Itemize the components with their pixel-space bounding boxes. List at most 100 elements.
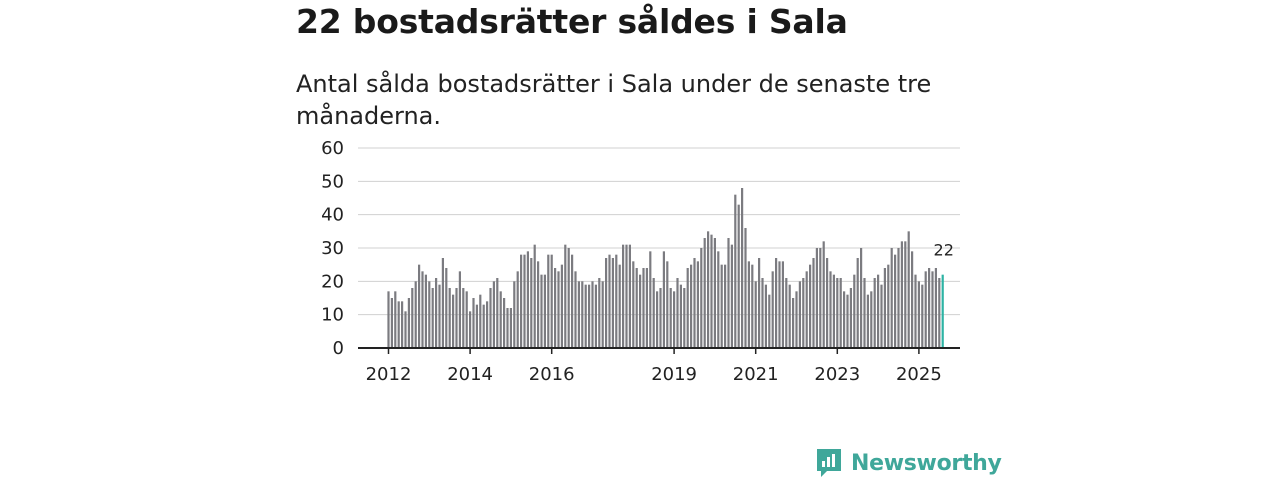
bar: [690, 264, 693, 348]
bar: [890, 248, 893, 348]
bar: [526, 251, 529, 348]
x-tick-label: 2012: [366, 364, 412, 385]
bar: [438, 284, 441, 348]
bar: [404, 311, 407, 348]
bar: [853, 274, 856, 348]
bar: [805, 271, 808, 348]
bar: [540, 274, 543, 348]
bar: [509, 308, 512, 348]
bar: [414, 281, 417, 348]
y-tick-label: 30: [321, 238, 344, 259]
bar: [724, 264, 727, 348]
bar: [679, 284, 682, 348]
bar: [564, 244, 567, 348]
bar: [387, 291, 390, 348]
bar: [900, 241, 903, 348]
bar: [676, 278, 679, 348]
bar: [809, 264, 812, 348]
bar: [537, 261, 540, 348]
bar: [469, 311, 472, 348]
bar: [567, 248, 570, 348]
bar: [768, 294, 771, 348]
bar: [758, 258, 761, 348]
bar: [632, 261, 635, 348]
bar: [455, 288, 458, 348]
tick-labels: 0 10 20 30 40 50 60 22 2012 2014 2016 2019 2021 2023 2…: [321, 138, 954, 385]
bar: [499, 291, 502, 348]
bar: [407, 298, 410, 348]
bar: [924, 271, 927, 348]
bar: [625, 244, 628, 348]
bar: [713, 238, 716, 348]
bar: [394, 291, 397, 348]
bar: [486, 301, 489, 348]
bar: [792, 298, 795, 348]
bar: [452, 294, 455, 348]
bar: [914, 274, 917, 348]
bar: [911, 251, 914, 348]
bar: [686, 268, 689, 348]
bar: [870, 291, 873, 348]
bar: [917, 281, 920, 348]
bar: [390, 298, 393, 348]
bar: [649, 251, 652, 348]
bar: [577, 281, 580, 348]
bar: [734, 194, 737, 348]
bar: [472, 298, 475, 348]
bar: [815, 248, 818, 348]
bar: [448, 288, 451, 348]
bar: [693, 258, 696, 348]
bar: [921, 284, 924, 348]
bar: [737, 204, 740, 348]
bar: [424, 274, 427, 348]
bar: [571, 254, 574, 348]
brand-name: Newsworthy: [851, 450, 1002, 476]
bar: [652, 278, 655, 348]
x-tick-label: 2019: [651, 364, 697, 385]
bar: [428, 281, 431, 348]
bar: [530, 258, 533, 348]
bar: [543, 274, 546, 348]
bar: [622, 244, 625, 348]
bar: [669, 288, 672, 348]
bar: [550, 254, 553, 348]
bar: [707, 231, 710, 348]
bar: [618, 264, 621, 348]
bar: [673, 291, 676, 348]
bar: [574, 271, 577, 348]
bar: [401, 301, 404, 348]
x-tick-label: 2023: [814, 364, 860, 385]
bar: [503, 298, 506, 348]
bar: [934, 268, 937, 348]
y-tick-label: 0: [333, 338, 344, 359]
bar: [887, 264, 890, 348]
bars: [387, 188, 944, 348]
bar: [516, 271, 519, 348]
bar: [656, 291, 659, 348]
bar: [836, 278, 839, 348]
bar: [431, 288, 434, 348]
bar: [846, 294, 849, 348]
bar: [751, 264, 754, 348]
bar: [860, 248, 863, 348]
bar: [445, 268, 448, 348]
bar: [826, 258, 829, 348]
bar: [628, 244, 631, 348]
y-tick-label: 50: [321, 171, 344, 192]
bar: [411, 288, 414, 348]
bar: [819, 248, 822, 348]
bar: [506, 308, 509, 348]
bar: [839, 278, 842, 348]
gridlines: [358, 147, 960, 316]
bar: [730, 244, 733, 348]
bar: [591, 281, 594, 348]
bar: [747, 261, 750, 348]
bar: [482, 304, 485, 348]
bar: [788, 284, 791, 348]
bar: [700, 248, 703, 348]
bar: [584, 284, 587, 348]
bar: [741, 188, 744, 348]
bar: [397, 301, 400, 348]
bar: [462, 288, 465, 348]
bar: [928, 268, 931, 348]
